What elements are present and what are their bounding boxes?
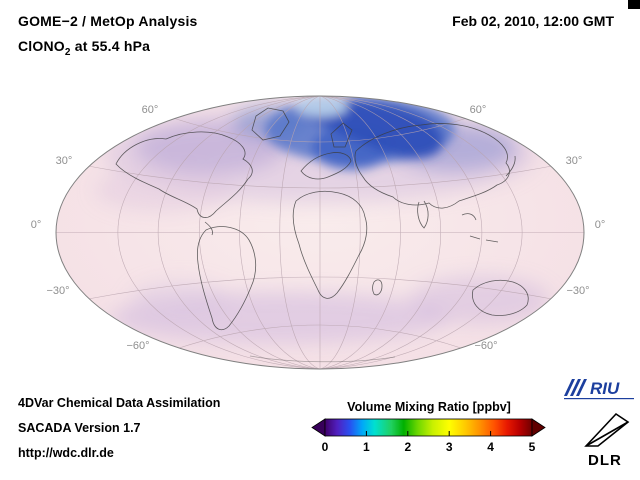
- lat-label-60n-left: 60°: [141, 104, 159, 116]
- species-name: ClONO: [18, 38, 65, 54]
- dlr-text: DLR: [588, 452, 622, 469]
- coastlines: [115, 107, 529, 363]
- assimilation-label: 4DVar Chemical Data Assimilation: [18, 396, 221, 410]
- pressure-level: at 55.4 hPa: [70, 38, 151, 54]
- lat-label-60s-right: −60°: [474, 340, 498, 352]
- lat-label-30s-left: −30°: [46, 285, 70, 297]
- colorbar-title: Volume Mixing Ratio [ppbv]: [347, 400, 511, 414]
- tick-2: 2: [404, 440, 412, 454]
- colorbar-left-arrow-icon: [311, 418, 326, 437]
- plot-title-line1: GOME−2 / MetOp Analysis: [18, 13, 198, 29]
- colorbar-right-arrow-icon: [531, 418, 546, 437]
- colorbar-tick-labels: 0 1 2 3 4 5: [321, 440, 536, 454]
- map-outline: [55, 95, 585, 370]
- species-subscript: 2: [64, 46, 71, 58]
- lat-label-60n-right: 60°: [469, 104, 487, 116]
- riu-stripes-icon: [564, 379, 587, 396]
- lat-label-0-right: 0°: [594, 219, 606, 231]
- lat-label-30n-right: 30°: [565, 155, 583, 167]
- tick-4: 4: [487, 440, 494, 454]
- colorbar-gradient: [324, 418, 533, 437]
- lat-label-0-left: 0°: [30, 219, 42, 231]
- arctic-high-vmr-region: [265, 96, 455, 170]
- graticule: [56, 96, 584, 369]
- lat-label-30n-left: 30°: [55, 155, 73, 167]
- colorbar: [311, 418, 546, 437]
- colorbar-tick-marks: [365, 431, 492, 436]
- riu-text: RIU: [590, 379, 620, 398]
- dlr-logo-mark-icon: [584, 412, 630, 447]
- tick-3: 3: [445, 440, 453, 454]
- plot-title-line2: ClONO2 at 55.4 hPa: [18, 38, 150, 58]
- lat-label-60s-left: −60°: [126, 340, 150, 352]
- riu-logo: RIU: [564, 379, 634, 400]
- plot-timestamp: Feb 02, 2010, 12:00 GMT: [452, 13, 614, 29]
- lat-label-30s-right: −30°: [566, 285, 590, 297]
- tick-0: 0: [321, 440, 329, 454]
- wdc-url: http://wdc.dlr.de: [18, 446, 114, 460]
- corner-mark: [628, 0, 640, 9]
- tick-5: 5: [528, 440, 536, 454]
- version-label: SACADA Version 1.7: [18, 421, 141, 435]
- tick-1: 1: [363, 440, 370, 454]
